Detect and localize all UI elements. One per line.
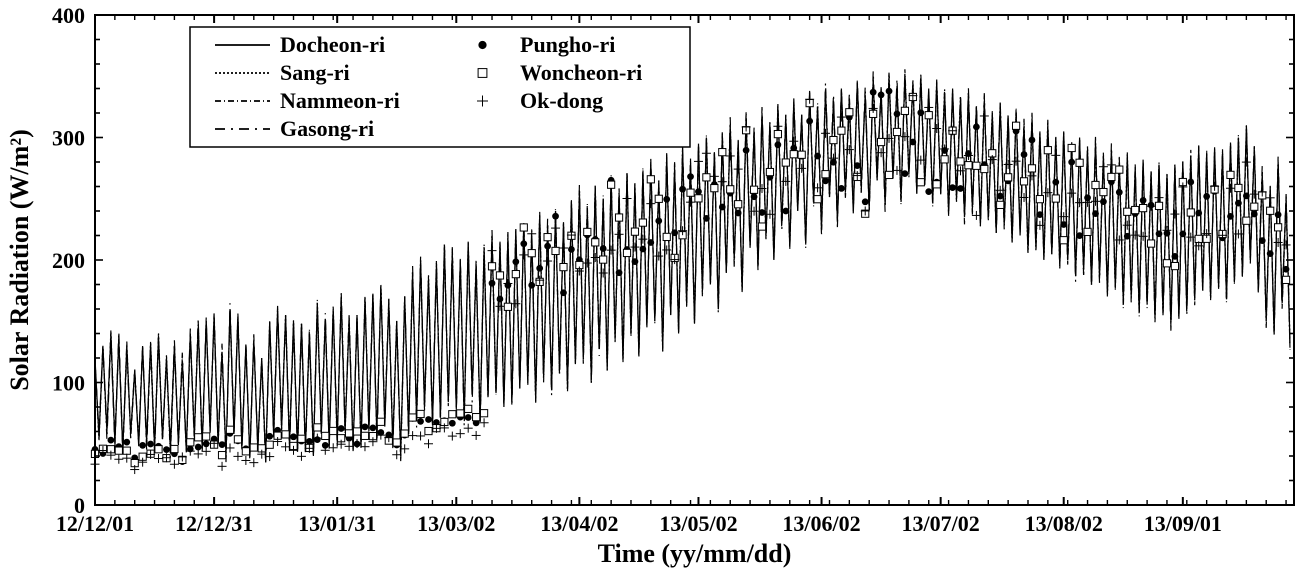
legend-label-docheon: Docheon-ri: [280, 32, 385, 57]
y-tick-label: 400: [52, 3, 85, 28]
y-tick-label: 100: [52, 371, 85, 396]
x-tick-label: 13/03/02: [417, 511, 495, 536]
x-axis-label: Time (yy/mm/dd): [598, 539, 792, 568]
legend-label-pungho: Pungho-ri: [520, 32, 615, 57]
x-tick-label: 12/12/01: [56, 511, 134, 536]
legend-label-nammeon: Nammeon-ri: [280, 88, 400, 113]
x-tick-label: 13/05/02: [659, 511, 737, 536]
legend-label-woncheon: Woncheon-ri: [520, 60, 642, 85]
x-tick-label: 13/04/02: [540, 511, 618, 536]
y-tick-label: 300: [52, 126, 85, 151]
x-tick-label: 13/01/31: [298, 511, 376, 536]
x-tick-label: 13/07/02: [902, 511, 980, 536]
x-tick-label: 13/09/01: [1144, 511, 1222, 536]
legend-label-gasong: Gasong-ri: [280, 116, 374, 141]
y-tick-label: 200: [52, 248, 85, 273]
legend: Docheon-ri Sang-ri Nammeon-ri Gasong-ri Pung…: [190, 27, 690, 147]
x-tick-label: 12/12/31: [175, 511, 253, 536]
legend-label-okdong: Ok-dong: [520, 88, 603, 113]
solar-radiation-chart: 010020030040012/12/0112/12/3113/01/3113/…: [0, 0, 1314, 580]
y-axis-label: Solar Radiation (W/m²): [5, 129, 34, 391]
x-tick-label: 13/08/02: [1025, 511, 1103, 536]
legend-label-sang: Sang-ri: [280, 60, 350, 85]
x-tick-label: 13/06/02: [782, 511, 860, 536]
